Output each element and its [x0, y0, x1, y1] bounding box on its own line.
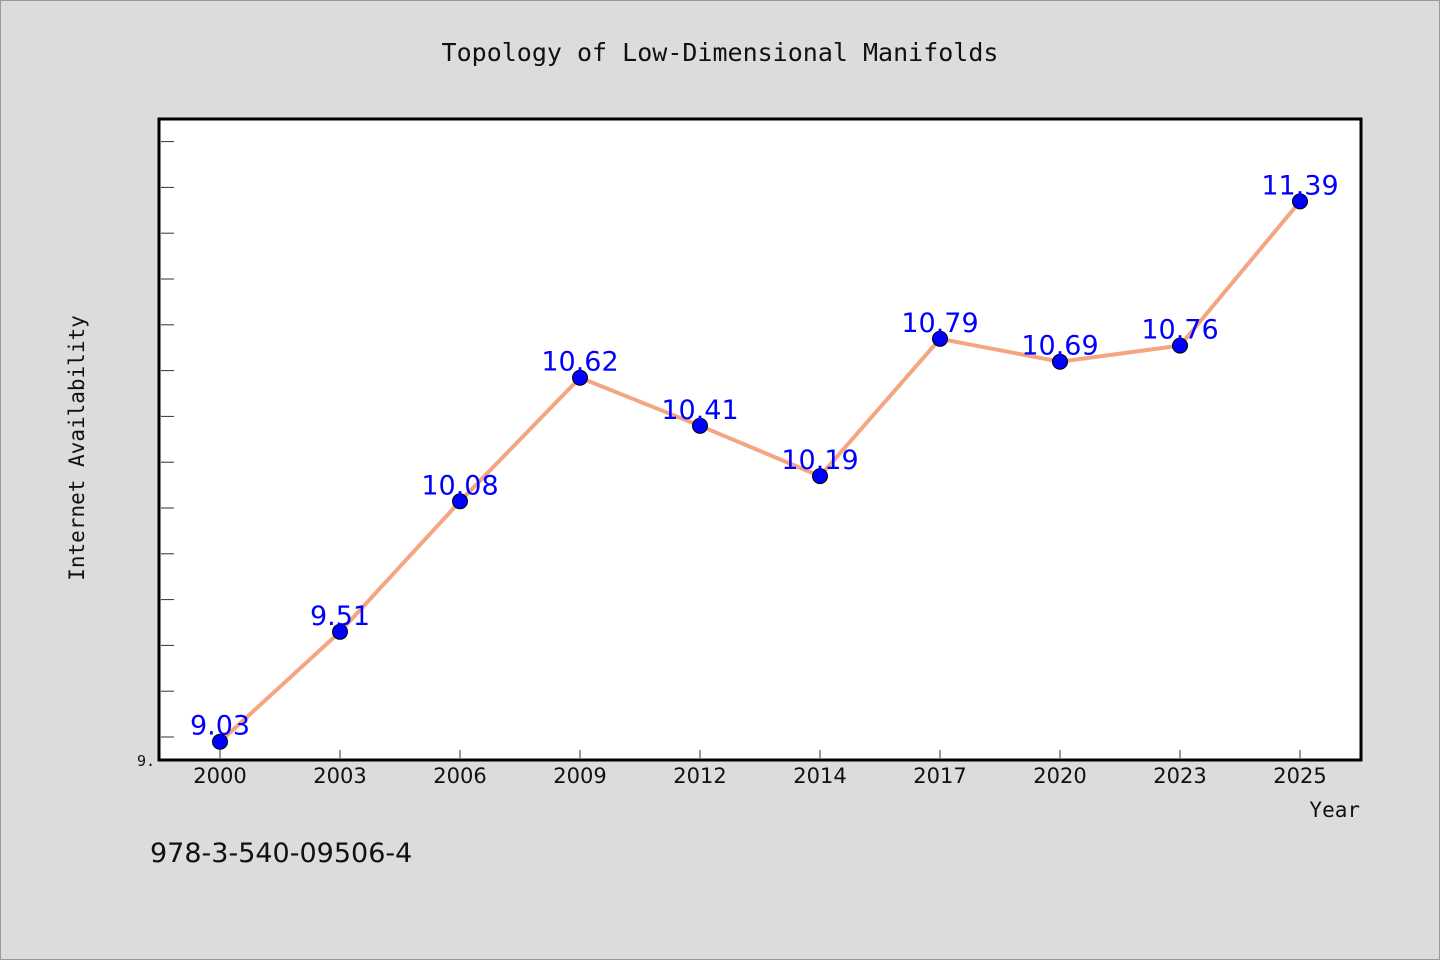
x-tick-label: 2012 — [673, 764, 726, 788]
data-point — [332, 623, 348, 640]
x-tick-label: 2000 — [193, 764, 246, 788]
marker-layer — [212, 193, 1308, 750]
data-label: 10.41 — [661, 395, 738, 426]
y-axis-ticks — [161, 141, 174, 738]
chart-title: Topology of Low-Dimensional Manifolds — [442, 38, 999, 67]
x-tick-label: 2014 — [793, 764, 846, 788]
x-tick-label: 2025 — [1273, 764, 1326, 788]
data-point — [572, 369, 588, 386]
x-tick-label: 2003 — [313, 764, 366, 788]
y-tick-label: 9. — [137, 752, 155, 770]
data-point — [1292, 193, 1308, 210]
x-tick-label: 2020 — [1033, 764, 1086, 788]
footer-code: 978-3-540-09506-4 — [150, 838, 412, 869]
x-axis-ticks — [219, 750, 1301, 758]
y-axis-label: Internet Availability — [65, 315, 89, 581]
x-tick-label: 2023 — [1153, 764, 1206, 788]
series-layer — [218, 199, 1302, 744]
x-tick-label-layer: 2000 2003 2006 2009 2012 2014 2017 2020 2023 2025 — [193, 764, 1326, 788]
x-tick-label: 2009 — [553, 764, 606, 788]
data-label: 10.76 — [1141, 315, 1218, 346]
data-point — [692, 417, 708, 434]
data-label: 10.62 — [541, 347, 618, 378]
data-point — [812, 468, 828, 485]
data-point — [452, 493, 468, 510]
data-point — [1052, 353, 1068, 370]
data-point — [212, 733, 228, 750]
x-axis-label: Year — [1309, 798, 1360, 822]
data-label-layer: 9.03 9.51 10.08 10.62 10.41 10.19 10.79 10.69 10… — [190, 170, 1339, 741]
data-label: 10.08 — [421, 470, 498, 501]
x-tick-label: 2017 — [913, 764, 966, 788]
plot-area — [157, 117, 1363, 762]
data-label: 9.03 — [190, 711, 250, 742]
data-point — [932, 330, 948, 347]
data-label: 9.51 — [310, 601, 370, 632]
x-tick-label: 2006 — [433, 764, 486, 788]
data-point — [1172, 337, 1188, 354]
data-label: 10.19 — [781, 445, 858, 476]
series-line — [218, 199, 1302, 744]
data-label: 11.39 — [1261, 170, 1338, 201]
data-label: 10.79 — [901, 308, 978, 339]
data-label: 10.69 — [1021, 331, 1098, 362]
